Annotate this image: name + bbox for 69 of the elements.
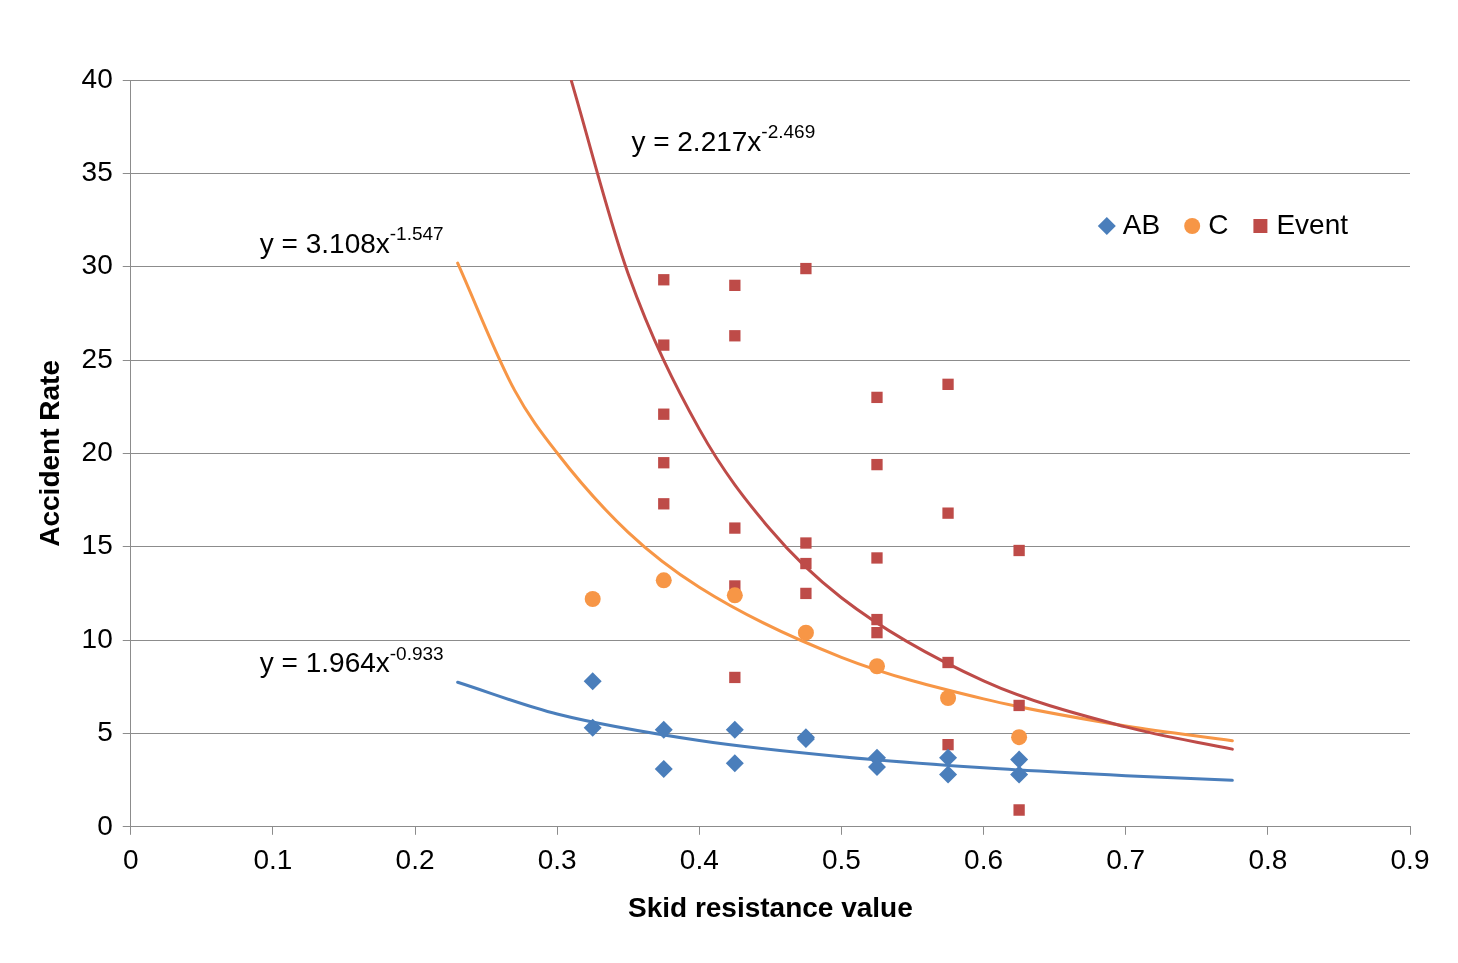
point bbox=[800, 537, 812, 549]
point bbox=[1010, 750, 1029, 769]
point bbox=[868, 658, 885, 675]
line-series bbox=[569, 80, 1234, 751]
point bbox=[1013, 699, 1025, 712]
line-series bbox=[456, 261, 1234, 743]
point bbox=[729, 522, 741, 534]
y-tick-label: 5 bbox=[97, 716, 113, 748]
point bbox=[729, 279, 741, 292]
y-tick-label: 20 bbox=[81, 436, 113, 468]
x-tick-label: 0.3 bbox=[537, 844, 577, 876]
y-tick-label: 25 bbox=[81, 342, 113, 374]
point bbox=[654, 759, 673, 778]
y-tick-label: 10 bbox=[81, 622, 113, 654]
point bbox=[871, 626, 883, 639]
point bbox=[655, 572, 672, 589]
x-tick-label: 0.6 bbox=[964, 844, 1004, 876]
point bbox=[942, 378, 954, 390]
point bbox=[729, 671, 741, 684]
legend-label: C bbox=[1208, 208, 1229, 240]
point bbox=[584, 591, 601, 608]
point bbox=[726, 587, 743, 604]
point bbox=[939, 765, 958, 784]
x-tick-label: 0.5 bbox=[821, 844, 861, 876]
point bbox=[583, 672, 602, 691]
x-tick-label: 0.2 bbox=[395, 844, 435, 876]
point bbox=[1013, 804, 1025, 816]
point bbox=[800, 557, 812, 570]
point bbox=[942, 507, 954, 519]
point bbox=[871, 391, 883, 404]
line-series bbox=[456, 680, 1234, 782]
point bbox=[942, 656, 954, 669]
point bbox=[725, 720, 744, 739]
x-tick-label: 0.4 bbox=[679, 844, 719, 876]
x-tick-label: 0.8 bbox=[1248, 844, 1288, 876]
x-axis-title: Skid resistance value bbox=[627, 891, 913, 923]
point bbox=[1010, 765, 1029, 784]
point bbox=[658, 274, 670, 286]
x-tick-label: 0.7 bbox=[1106, 844, 1146, 876]
y-axis-title: Accident Rate bbox=[33, 360, 65, 547]
y-tick-label: 15 bbox=[81, 529, 113, 561]
x-tick-label: 0.1 bbox=[253, 844, 293, 876]
y-tick-label: 0 bbox=[97, 809, 113, 841]
point bbox=[1011, 729, 1028, 746]
point bbox=[658, 408, 670, 420]
y-tick-label: 40 bbox=[81, 62, 113, 94]
point bbox=[800, 587, 812, 600]
y-tick-label: 30 bbox=[81, 249, 113, 281]
point bbox=[729, 330, 741, 342]
point bbox=[942, 739, 954, 751]
point bbox=[797, 624, 814, 641]
point bbox=[939, 748, 958, 767]
point bbox=[654, 720, 673, 739]
point bbox=[800, 262, 812, 275]
point bbox=[658, 498, 670, 510]
point bbox=[1013, 544, 1025, 557]
point bbox=[583, 718, 602, 737]
legend-label: AB bbox=[1122, 208, 1161, 240]
point bbox=[871, 613, 883, 626]
point bbox=[658, 339, 670, 351]
y-tick-label: 35 bbox=[81, 156, 113, 188]
x-tick-label: 0.9 bbox=[1390, 844, 1430, 876]
point bbox=[658, 457, 670, 469]
point bbox=[725, 754, 744, 773]
point bbox=[871, 458, 883, 471]
point bbox=[871, 552, 883, 564]
legend-label: Event bbox=[1276, 208, 1349, 240]
point bbox=[940, 689, 957, 706]
x-tick-label: 0 bbox=[122, 844, 139, 876]
